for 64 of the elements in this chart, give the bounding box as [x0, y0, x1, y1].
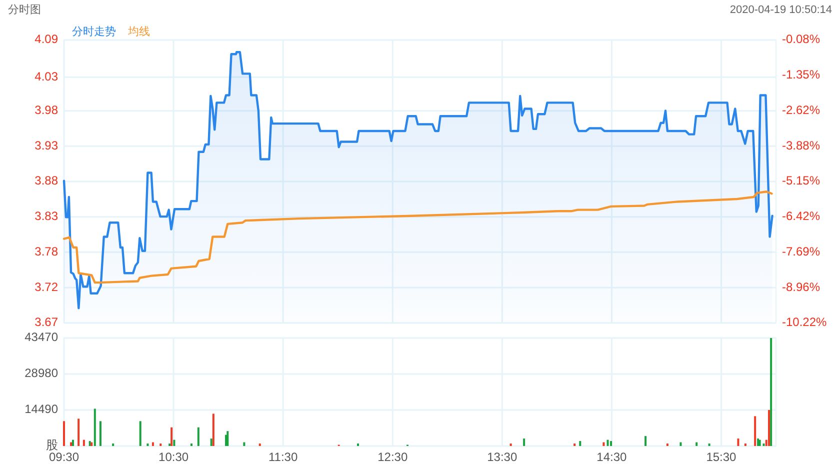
y2-tick-label: -10.22%: [782, 315, 828, 330]
y2-tick-label: -0.08%: [782, 32, 820, 46]
y-tick-label: 3.78: [34, 244, 58, 258]
y-tick-label: 3.88: [34, 174, 58, 188]
y2-tick-label: -2.62%: [782, 102, 820, 117]
y2-tick-label: -1.35%: [782, 68, 820, 82]
bar: [610, 441, 612, 446]
y-tick-label: 3.98: [34, 102, 58, 117]
chart-title: 分时图: [8, 2, 41, 16]
x-tick-label: 14:30: [596, 450, 628, 464]
bar: [754, 416, 756, 446]
bar: [579, 441, 582, 446]
y2-tick-label: -8.96%: [782, 280, 820, 294]
bar: [63, 421, 65, 446]
bar: [770, 338, 772, 446]
bar: [170, 427, 173, 446]
bar: [644, 436, 647, 446]
x-tick-label: 11:30: [268, 450, 298, 464]
line-series: [62, 190, 773, 284]
y2-tick-label: -7.69%: [782, 244, 820, 258]
y-tick-label: 43470: [24, 330, 58, 344]
y-tick-label: 3.72: [34, 280, 58, 294]
y-tick-label: 4.09: [34, 32, 58, 46]
y2-tick-label: -5.15%: [782, 174, 820, 188]
x-tick-label: 13:30: [487, 450, 518, 464]
bar: [82, 440, 85, 446]
bar: [94, 408, 96, 446]
bar: [680, 442, 682, 446]
bar: [212, 414, 214, 446]
bar: [139, 421, 142, 446]
y-tick-label: 14490: [24, 402, 58, 416]
bar: [696, 442, 698, 446]
y-tick-label: 股: [46, 438, 58, 452]
bar: [152, 442, 154, 446]
x-tick-label: 15:30: [706, 450, 737, 464]
bar: [768, 410, 770, 446]
y-tick-label: 3.67: [34, 315, 58, 330]
x-tick-label: 12:30: [378, 450, 408, 464]
y2-tick-label: -3.88%: [782, 138, 820, 152]
bar: [173, 440, 176, 446]
y-tick-label: 4.03: [34, 69, 58, 84]
bar: [757, 438, 760, 446]
y-tick-label: 3.83: [34, 209, 58, 224]
text: 分时走势: [72, 24, 116, 38]
bar: [99, 421, 102, 446]
bar: [523, 438, 526, 446]
bar: [243, 442, 246, 446]
bar: [758, 440, 761, 446]
bar: [70, 442, 72, 446]
bar: [737, 438, 740, 446]
bar: [226, 431, 229, 446]
bar: [197, 427, 200, 446]
x-tick-label: 09:30: [48, 450, 80, 464]
bar: [72, 440, 74, 446]
x-tick-label: 10:30: [158, 450, 189, 464]
y2-tick-label: -6.42%: [782, 209, 820, 224]
bar: [602, 442, 605, 446]
bar: [210, 438, 212, 446]
bar: [78, 418, 80, 446]
bar: [606, 440, 609, 446]
y-tick-label: 3.93: [34, 138, 58, 152]
y-tick-label: 28980: [24, 366, 58, 380]
text: 2020-04-19 10:50:14: [730, 4, 832, 16]
text: 均线: [127, 24, 150, 38]
